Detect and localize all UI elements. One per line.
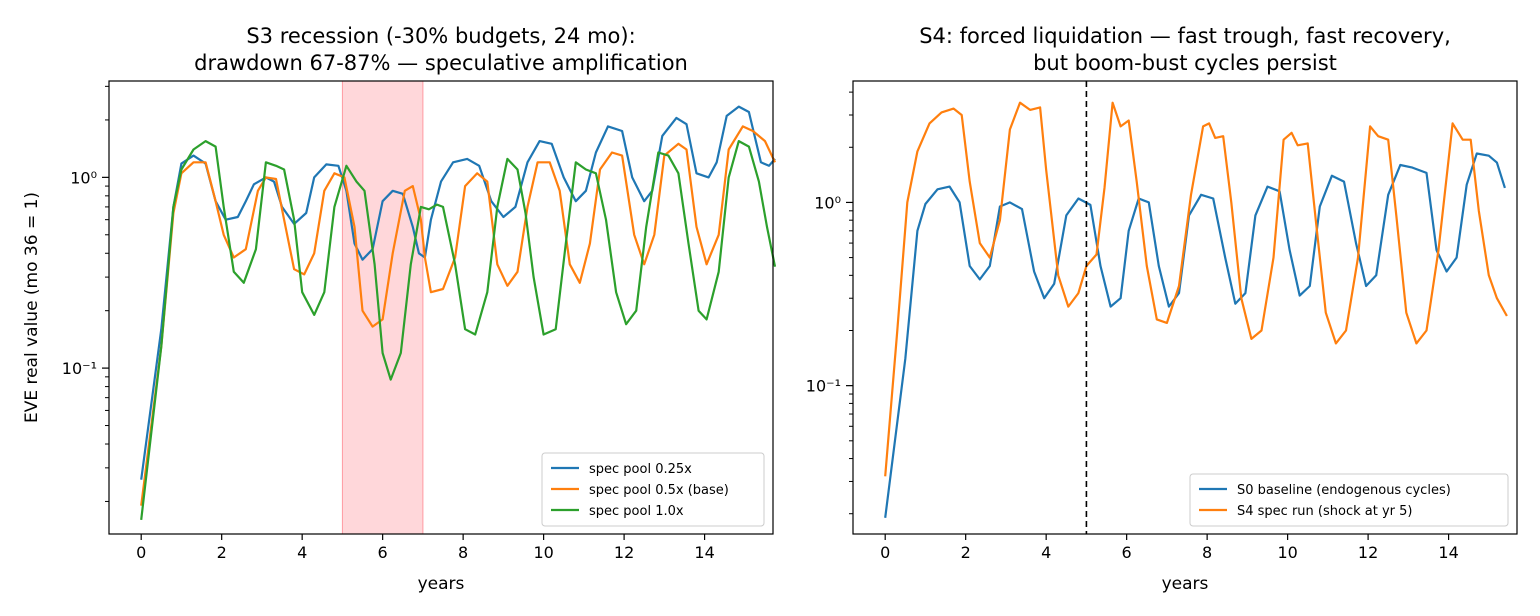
chart-title-line: S3 recession (-30% budgets, 24 mo):: [246, 24, 635, 48]
legend-box: [1189, 473, 1509, 527]
plot-frame: [852, 80, 1518, 535]
legend-label-0: spec pool 0.25x: [589, 462, 692, 477]
y-tick-label: 10⁻¹: [806, 377, 841, 396]
x-tick-label: 10: [1277, 543, 1297, 562]
x-axis-label: years: [418, 574, 465, 594]
x-axis-label: years: [1162, 574, 1209, 594]
recession-shaded-region: [341, 80, 424, 535]
x-tick-label: 14: [1438, 543, 1458, 562]
x-tick-label: 4: [297, 543, 307, 562]
x-tick-label: 10: [533, 543, 553, 562]
x-tick-label: 2: [217, 543, 227, 562]
x-tick-label: 12: [1358, 543, 1378, 562]
y-tick-label: 10⁰: [814, 193, 841, 212]
x-tick-label: 12: [614, 543, 634, 562]
plot-frame: [108, 80, 774, 535]
x-tick-label: 0: [136, 543, 146, 562]
series-line-0: [884, 152, 1506, 518]
x-tick-label: 8: [1202, 543, 1212, 562]
legend-label-1: spec pool 0.5x (base): [589, 483, 729, 498]
legend-box: [541, 452, 765, 527]
x-tick-label: 8: [458, 543, 468, 562]
x-tick-label: 2: [961, 543, 971, 562]
x-tick-label: 14: [694, 543, 714, 562]
legend-label-1: S4 spec run (shock at yr 5): [1237, 504, 1412, 519]
right-chart-panel: 0 2 4 6 8 10 12 14 10⁻¹ 10⁰ years S4: forced liquid…: [806, 24, 1518, 594]
chart-title-line: but boom-bust cycles persist: [1033, 51, 1337, 75]
series-line-1: [884, 101, 1508, 477]
chart-title-line: S4: forced liquidation — fast trough, fa…: [919, 24, 1451, 48]
series-line-2: [140, 140, 777, 521]
y-tick-label: 10⁰: [70, 168, 97, 187]
x-tick-label: 0: [880, 543, 890, 562]
legend-label-0: S0 baseline (endogenous cycles): [1237, 483, 1451, 498]
series-line-0: [140, 105, 776, 480]
x-tick-label: 4: [1041, 543, 1051, 562]
legend-label-2: spec pool 1.0x: [589, 504, 684, 519]
left-chart-panel: 0 2 4 6 8 10 12 14 10⁻¹ 10⁰ years EVE real value (m…: [22, 24, 777, 594]
x-tick-label: 6: [1122, 543, 1132, 562]
series-line-1: [140, 125, 776, 506]
chart-title-line: drawdown 67-87% — speculative amplificat…: [194, 51, 688, 75]
x-tick-label: 6: [378, 543, 388, 562]
y-tick-label: 10⁻¹: [62, 359, 97, 378]
legend: spec pool 0.25x spec pool 0.5x (base) spec…: [541, 452, 765, 527]
y-axis-label: EVE real value (mo 36 = 1): [22, 192, 42, 423]
legend: S0 baseline (endogenous cycles) S4 spec r…: [1189, 473, 1509, 527]
